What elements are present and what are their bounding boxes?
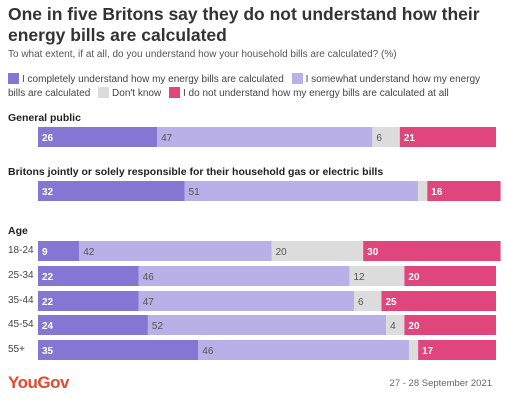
data-label-not-at-all: 20 bbox=[408, 321, 420, 332]
data-label-not-at-all: 21 bbox=[404, 133, 416, 144]
data-label-completely: 22 bbox=[42, 297, 54, 308]
row-label-25-34: 25-34 bbox=[8, 270, 34, 281]
bar-segment-somewhat bbox=[138, 291, 355, 311]
legend-item-somewhat: I somewhat understand how my energy bill… bbox=[8, 73, 481, 99]
data-label-somewhat: 42 bbox=[83, 247, 95, 258]
data-label-not-at-all: 16 bbox=[431, 187, 443, 198]
legend-swatch-not-at-all bbox=[168, 87, 180, 98]
bar-segment-not-at-all bbox=[404, 315, 496, 335]
data-label-completely: 22 bbox=[42, 272, 54, 283]
bar-segment-dont-know bbox=[271, 241, 364, 261]
chart-title: One in five Britons say they do not unde… bbox=[8, 4, 480, 45]
row-label-18-24: 18-24 bbox=[8, 245, 34, 256]
data-label-dont-know: 12 bbox=[353, 272, 365, 283]
data-label-not-at-all: 25 bbox=[386, 297, 398, 308]
section-age: Age bbox=[8, 225, 28, 237]
bar-segment-completely bbox=[38, 127, 158, 147]
legend-swatch-dont-know bbox=[98, 87, 110, 98]
bar-segment-not-at-all bbox=[404, 266, 496, 286]
bar-segment-dont-know bbox=[408, 340, 419, 360]
fieldwork-date: 27 - 28 September 2021 bbox=[389, 378, 492, 389]
data-label-somewhat: 46 bbox=[143, 272, 155, 283]
legend-label-not-at-all: I do not understand how my energy bills … bbox=[182, 88, 449, 99]
data-label-dont-know: 6 bbox=[376, 133, 382, 144]
data-label-completely: 26 bbox=[42, 133, 54, 144]
legend-item-completely: I completely understand how my energy bi… bbox=[8, 73, 289, 85]
bar-segment-somewhat bbox=[157, 127, 373, 147]
data-label-completely: 9 bbox=[42, 247, 48, 258]
data-label-completely: 35 bbox=[42, 346, 54, 357]
legend-item-dont-know: Don't know bbox=[98, 87, 166, 99]
chart-subtitle: To what extent, if at all, do you unders… bbox=[8, 49, 397, 60]
bar-segment-completely bbox=[38, 340, 199, 360]
legend-label-somewhat: I somewhat understand how my energy bill… bbox=[8, 74, 481, 99]
section-responsible: Britons jointly or solely responsible fo… bbox=[8, 166, 384, 178]
legend-label-completely: I completely understand how my energy bi… bbox=[22, 74, 284, 85]
bar-segment-completely bbox=[38, 266, 139, 286]
bar-segment-not-at-all bbox=[427, 181, 501, 201]
bar-segment-completely bbox=[38, 181, 185, 201]
data-label-somewhat: 47 bbox=[161, 133, 173, 144]
bar-segment-dont-know bbox=[372, 127, 400, 147]
yougov-logo: YouGov bbox=[8, 373, 69, 392]
bar-segment-not-at-all bbox=[381, 291, 496, 311]
data-label-dont-know: 20 bbox=[276, 247, 288, 258]
data-label-somewhat: 51 bbox=[189, 187, 201, 198]
bar-segment-somewhat bbox=[138, 266, 350, 286]
bar-segment-completely bbox=[38, 315, 148, 335]
data-label-completely: 32 bbox=[42, 187, 54, 198]
row-label-55-plus: 55+ bbox=[8, 344, 25, 355]
data-label-somewhat: 52 bbox=[152, 321, 164, 332]
legend-swatch-somewhat bbox=[291, 73, 303, 84]
data-label-dont-know: 4 bbox=[390, 321, 396, 332]
section-general-public: General public bbox=[8, 112, 81, 124]
bar-segment-not-at-all bbox=[363, 241, 501, 261]
legend-item-not-at-all: I do not understand how my energy bills … bbox=[168, 87, 454, 99]
bar-segment-not-at-all bbox=[399, 127, 496, 147]
bar-segment-somewhat bbox=[147, 315, 387, 335]
bar-segment-somewhat bbox=[198, 340, 409, 360]
bar-segment-dont-know bbox=[386, 315, 405, 335]
data-label-not-at-all: 17 bbox=[422, 346, 434, 357]
data-label-completely: 24 bbox=[42, 321, 54, 332]
bar-segment-completely bbox=[38, 241, 80, 261]
data-label-not-at-all: 20 bbox=[408, 272, 420, 283]
bar-segment-dont-know bbox=[354, 291, 382, 311]
bar-segment-completely bbox=[38, 291, 139, 311]
data-label-dont-know: 6 bbox=[358, 297, 364, 308]
bar-segment-not-at-all bbox=[418, 340, 496, 360]
data-label-somewhat: 46 bbox=[202, 346, 214, 357]
bar-segment-somewhat bbox=[79, 241, 272, 261]
bar-segment-dont-know bbox=[349, 266, 405, 286]
row-label-35-44: 35-44 bbox=[8, 295, 34, 306]
legend: I completely understand how my energy bi… bbox=[8, 73, 500, 101]
bar-segment-somewhat bbox=[184, 181, 419, 201]
row-label-45-54: 45-54 bbox=[8, 319, 34, 330]
data-label-not-at-all: 30 bbox=[367, 247, 379, 258]
legend-label-dont-know: Don't know bbox=[112, 88, 162, 99]
data-label-somewhat: 47 bbox=[143, 297, 155, 308]
bar-segment-dont-know bbox=[418, 181, 428, 201]
legend-swatch-completely bbox=[8, 73, 19, 84]
